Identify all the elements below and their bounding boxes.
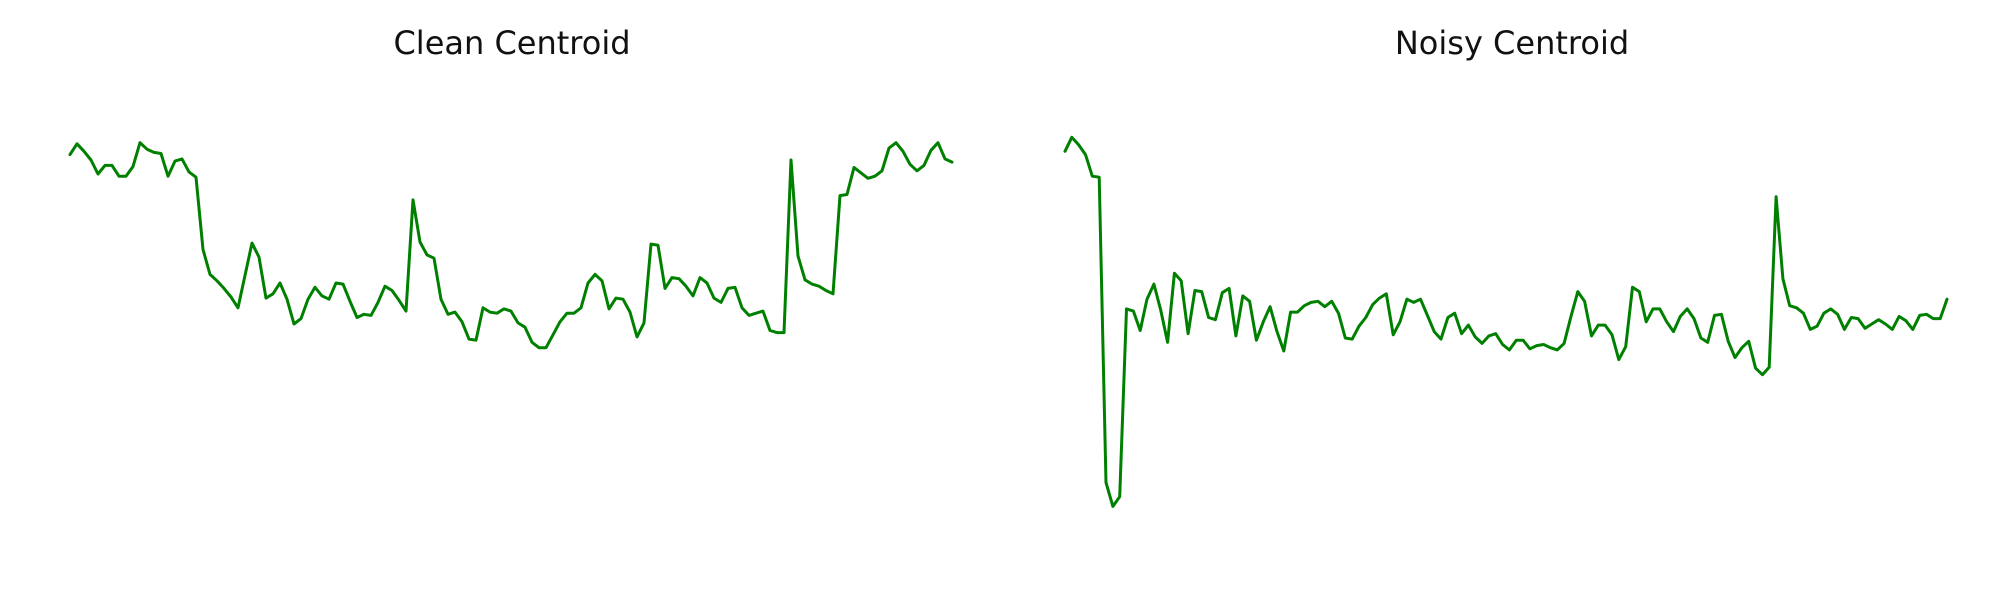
series-line-clean-centroid-0 [68, 141, 954, 350]
series-line-noisy-centroid-0 [1063, 135, 1949, 508]
plot-area-clean-centroid [68, 141, 954, 350]
chart-title-clean-centroid: Clean Centroid [393, 24, 631, 62]
plot-area-noisy-centroid [1063, 135, 1949, 508]
chart-title-noisy-centroid: Noisy Centroid [1394, 24, 1630, 62]
